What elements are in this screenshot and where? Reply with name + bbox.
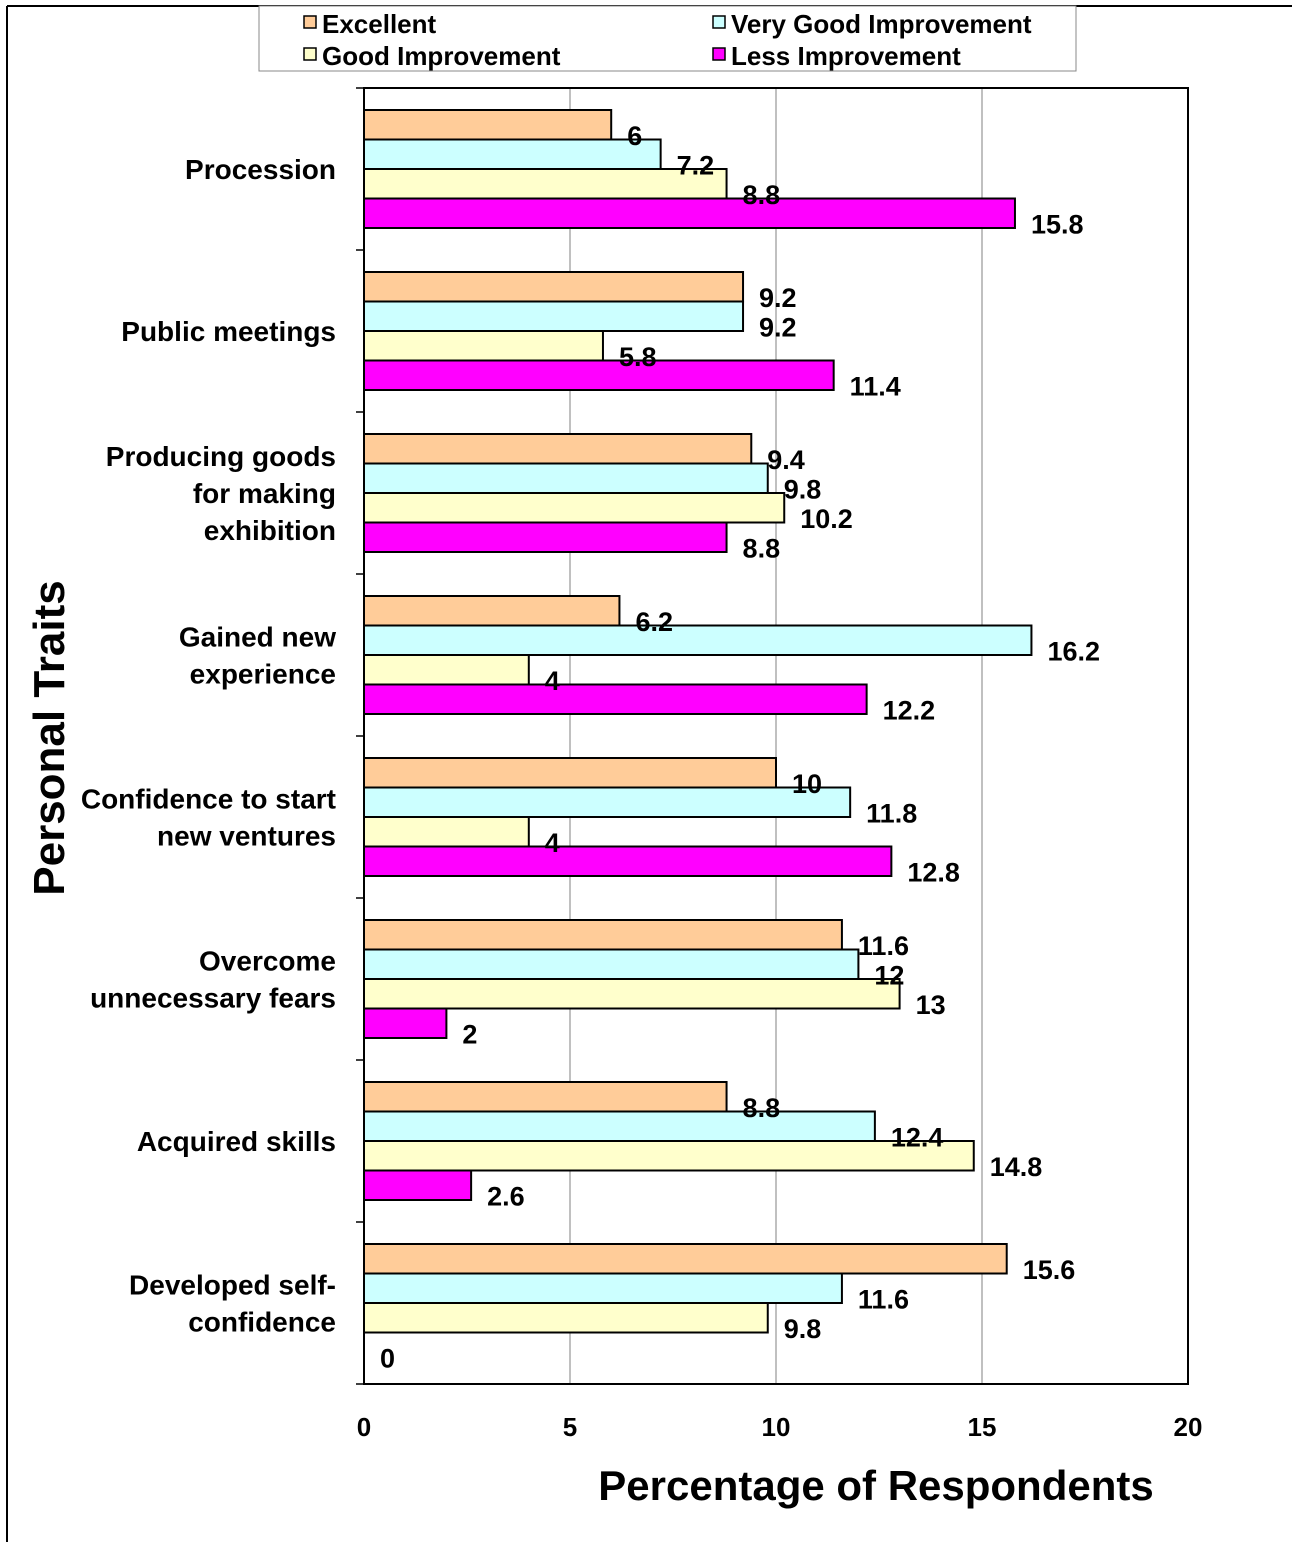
bar-value-label: 14.8 [990, 1152, 1043, 1182]
bar [363, 757, 777, 789]
legend-label: Less Improvement [731, 41, 961, 71]
category-label: exhibition [204, 515, 336, 546]
category-label: Developed self- [129, 1270, 336, 1301]
bar-value-label: 2.6 [487, 1181, 525, 1211]
bar [363, 138, 662, 170]
bar-value-label: 9.8 [784, 474, 822, 504]
bar-value-label: 13 [916, 990, 946, 1020]
bar-value-label: 11.4 [850, 371, 901, 401]
bar [363, 1169, 473, 1201]
bar [363, 624, 1033, 656]
bar [363, 330, 604, 362]
bar-value-label: 9.4 [767, 445, 805, 475]
bar [363, 845, 893, 877]
bar-value-label: 5.8 [619, 342, 657, 372]
bar-value-label: 11.8 [866, 798, 917, 828]
legend-swatch [303, 47, 317, 61]
x-tick-label: 10 [762, 1412, 791, 1442]
bar [363, 595, 621, 627]
bar [363, 1140, 975, 1172]
bar-value-label: 9.2 [759, 312, 797, 342]
bar-value-label: 7.2 [677, 150, 715, 180]
bar-value-label: 0 [380, 1343, 395, 1373]
legend: Excellent Very Good Improvement Good Impro… [258, 5, 1077, 72]
x-axis-title: Percentage of Respondents [598, 1462, 1153, 1509]
bar [363, 433, 753, 465]
bar [363, 1007, 448, 1039]
category-label: unnecessary fears [90, 983, 336, 1014]
bar-value-label: 10 [792, 769, 822, 799]
bar [363, 978, 901, 1010]
axis-ticks: 0 5 10 15 20 [356, 87, 1203, 1442]
bar-value-label: 9.8 [784, 1314, 822, 1344]
category-label: for making [193, 478, 336, 509]
bar [363, 168, 728, 200]
category-label: Procession [185, 154, 336, 185]
bar [363, 654, 530, 686]
legend-label: Excellent [322, 9, 437, 39]
bar-value-label: 11.6 [858, 1284, 909, 1314]
legend-swatch [712, 47, 726, 61]
bars [363, 109, 1033, 1334]
bar-value-label: 8.8 [743, 1093, 781, 1123]
bar [363, 1272, 843, 1304]
bar-value-label: 15.8 [1031, 209, 1084, 239]
bar-value-label: 6.2 [635, 607, 673, 637]
category-label: Gained new [179, 622, 336, 653]
bar [363, 786, 852, 818]
category-labels: Procession Public meetings Producing goods… [81, 154, 336, 1338]
category-label: new ventures [157, 821, 336, 852]
bar [363, 492, 786, 524]
category-label: Producing goods [106, 441, 336, 472]
bar-value-label: 10.2 [800, 504, 853, 534]
bar-value-label: 4 [545, 828, 560, 858]
x-tick-label: 15 [968, 1412, 997, 1442]
y-axis-title: Personal Traits [25, 580, 74, 895]
category-label: Acquired skills [137, 1126, 336, 1157]
bar [363, 300, 745, 332]
bar-value-label: 16.2 [1047, 636, 1100, 666]
bar-value-label: 8.8 [743, 180, 781, 210]
category-label: experience [190, 659, 336, 690]
bar [363, 948, 860, 980]
bar-value-label: 6 [627, 121, 642, 151]
bar [363, 1081, 728, 1113]
bar [363, 197, 1016, 229]
bar-value-label: 15.6 [1023, 1255, 1076, 1285]
bar-value-label: 4 [545, 666, 560, 696]
bar [363, 919, 843, 951]
bar [363, 816, 530, 848]
bar-value-label: 2 [462, 1019, 477, 1049]
bar-value-label: 9.2 [759, 283, 797, 313]
bar [363, 1302, 769, 1334]
bar-value-label: 8.8 [743, 533, 781, 563]
category-label: confidence [188, 1307, 336, 1338]
x-tick-label: 5 [563, 1412, 577, 1442]
category-label: Confidence to start [81, 784, 336, 815]
category-label: Public meetings [121, 316, 336, 347]
legend-swatch [712, 15, 726, 29]
x-tick-label: 0 [357, 1412, 371, 1442]
bar [363, 1110, 876, 1142]
bar [363, 683, 868, 715]
legend-label: Good Improvement [322, 41, 561, 71]
bar-value-label: 12.2 [883, 695, 936, 725]
legend-swatch [303, 15, 317, 29]
bar [363, 359, 835, 391]
bar [363, 1243, 1008, 1275]
data-labels: 6 9.2 9.4 6.2 10 11.6 8.8 15.6 7.2 9.2 9.8 16.2 11.8… [380, 121, 1100, 1374]
bar [363, 521, 728, 553]
category-label: Overcome [199, 946, 336, 977]
bar [363, 271, 745, 303]
bar [363, 109, 613, 141]
legend-box [258, 5, 1077, 72]
bar [363, 462, 769, 494]
bar-value-label: 12.8 [907, 857, 960, 887]
x-tick-label: 20 [1174, 1412, 1203, 1442]
bar-value-label: 11.6 [858, 931, 909, 961]
bar-value-label: 12 [874, 960, 904, 990]
legend-label: Very Good Improvement [731, 9, 1032, 39]
bar-value-label: 12.4 [891, 1122, 944, 1152]
